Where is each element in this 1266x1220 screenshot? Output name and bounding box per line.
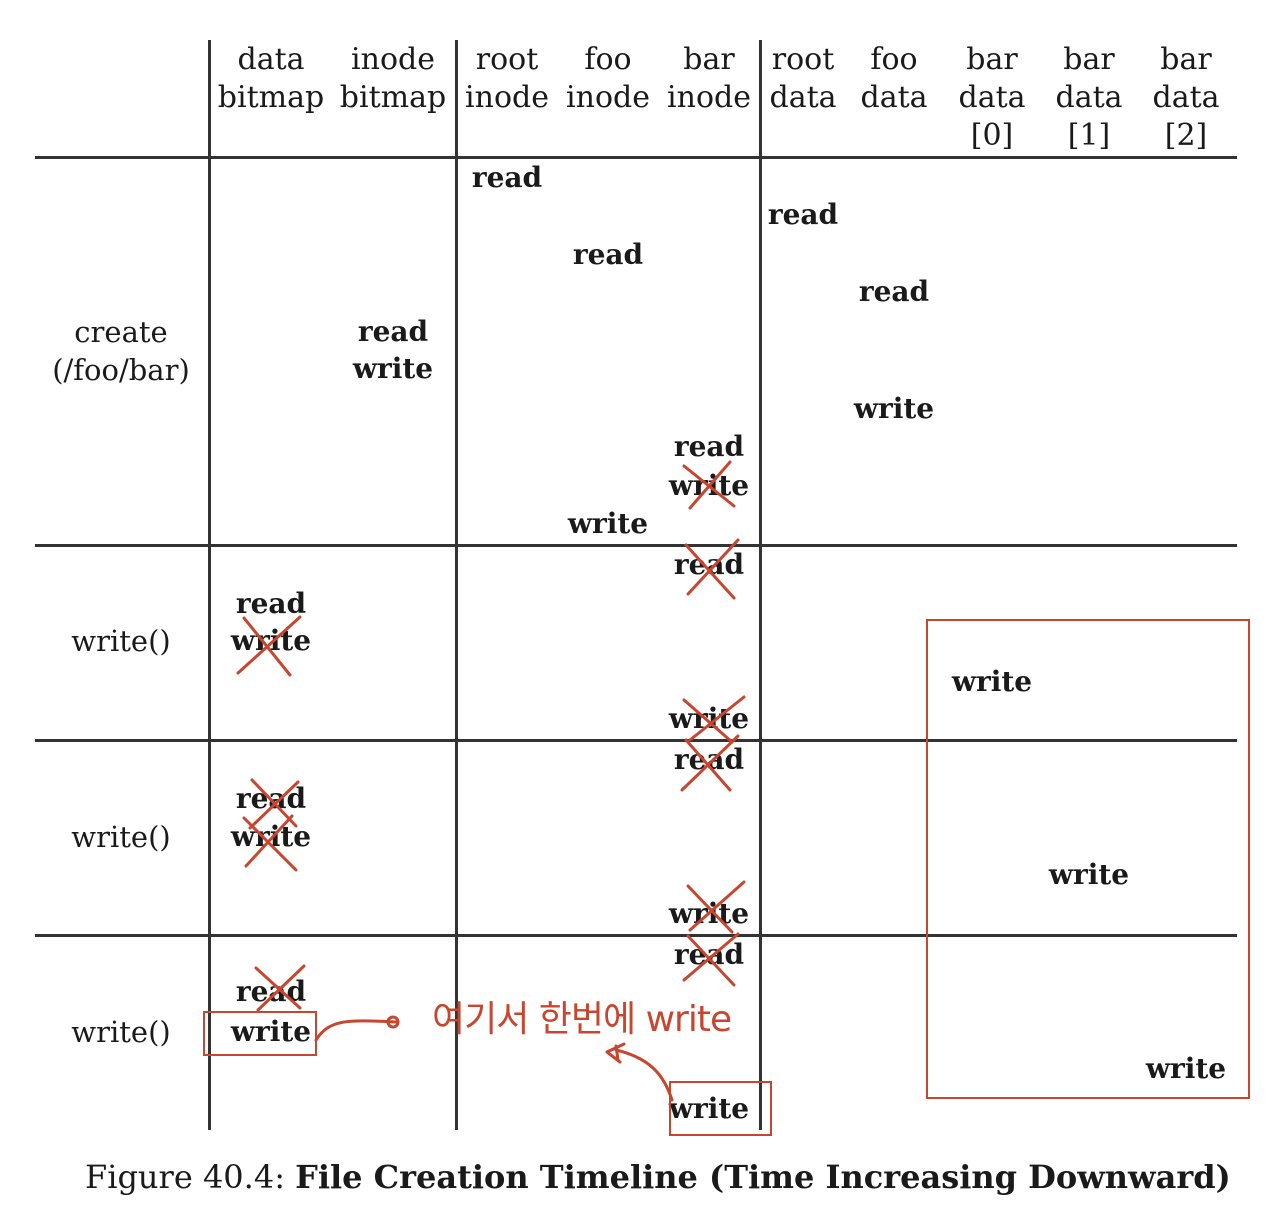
cross-mark-icon [680, 734, 740, 792]
op-read: read [767, 198, 839, 231]
cross-mark-icon [682, 932, 740, 987]
figure-caption: Figure 40.4: File Creation Timeline (Tim… [85, 1158, 1231, 1196]
arrow-right-icon [386, 1015, 400, 1029]
op-read: read [572, 238, 644, 271]
op-read: read [235, 587, 307, 620]
op-read: read [673, 548, 745, 581]
op-write: write [668, 702, 750, 735]
cross-mark-icon [682, 460, 736, 510]
cross-mark-icon [248, 778, 300, 830]
cross-mark-icon [686, 880, 746, 934]
op-write: write [1048, 858, 1130, 891]
cross-mark-icon [254, 964, 306, 1012]
arrow-right-icon [314, 1019, 400, 1042]
row-label-write-2: write() [71, 820, 171, 854]
op-write: write [1145, 1052, 1227, 1085]
highlight-box-inode-write [669, 1081, 772, 1136]
op-read: read [858, 275, 930, 308]
row-label-write-1: write() [71, 624, 171, 658]
op-read: read [471, 161, 543, 194]
header-rule [35, 156, 1237, 159]
row-label-create: create (/foo/bar) [52, 315, 190, 387]
highlight-box-bitmap-write [203, 1011, 317, 1056]
col-header-bar-data-0: bar data [0] [958, 42, 1026, 153]
col-header-bar-data-2: bar data [2] [1152, 42, 1220, 153]
op-read: read [673, 938, 745, 971]
op-write: write [230, 1015, 312, 1048]
row-rule-1 [35, 544, 1237, 547]
op-read: read [673, 743, 745, 776]
col-rule-2 [455, 40, 458, 1130]
highlight-box-bar-data [926, 619, 1250, 1099]
col-rule-1 [208, 40, 211, 1130]
cross-mark-icon [236, 615, 302, 677]
col-header-bar-data-1: bar data [1] [1055, 42, 1123, 153]
col-header-foo-inode: foo inode [566, 42, 650, 115]
cross-mark-icon [684, 538, 740, 600]
col-header-root-data: root data [769, 42, 837, 115]
arrow-up-icon [614, 1048, 674, 1102]
col-header-data-bitmap: data bitmap [217, 42, 325, 115]
row-rule-3 [35, 934, 1237, 937]
cross-mark-icon [682, 695, 746, 744]
row-rule-2 [35, 739, 1237, 742]
op-write: write [951, 665, 1033, 698]
col-rule-3 [759, 40, 762, 1130]
arrow-up-icon [605, 1042, 626, 1064]
row-label-write-3: write() [71, 1015, 171, 1049]
op-write: write [668, 1092, 750, 1125]
op-write: write [352, 352, 434, 385]
cross-mark-icon [242, 814, 298, 872]
op-write: write [230, 820, 312, 853]
col-header-inode-bitmap: inode bitmap [339, 42, 447, 115]
op-write: write [853, 392, 935, 425]
col-header-root-inode: root inode [465, 42, 549, 115]
op-read: read [357, 315, 429, 348]
op-read: read [673, 430, 745, 463]
col-header-bar-inode: bar inode [667, 42, 751, 115]
op-write: write [567, 507, 649, 540]
col-header-foo-data: foo data [860, 42, 928, 115]
handwritten-note: 여기서 한번에 write [432, 999, 732, 1040]
